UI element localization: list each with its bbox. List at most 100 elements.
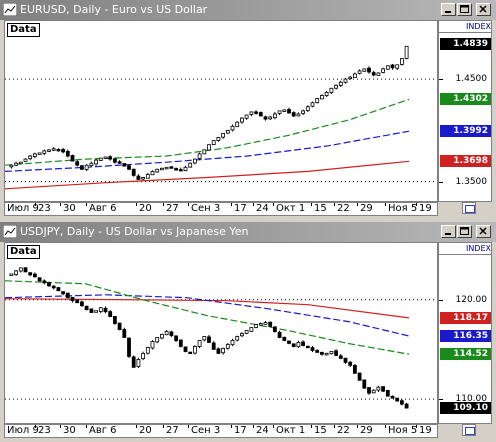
candle bbox=[258, 111, 263, 117]
candle bbox=[319, 94, 324, 100]
time-tick-label: 17 bbox=[234, 425, 247, 436]
eurusd-plot-area[interactable]: Data bbox=[4, 20, 438, 202]
candle bbox=[291, 111, 296, 118]
candle bbox=[272, 112, 277, 120]
time-tick-label: 27 bbox=[166, 203, 179, 214]
candle bbox=[239, 117, 244, 124]
candle bbox=[258, 322, 263, 326]
time-tick-label: 29 bbox=[360, 425, 373, 436]
eurusd-chart-window: EURUSD, Daily - Euro vs US Dollar Data I… bbox=[0, 0, 496, 220]
time-tick-mark bbox=[385, 203, 386, 206]
chart-properties-icon[interactable] bbox=[462, 202, 476, 214]
time-tick-label: 22 bbox=[337, 203, 350, 214]
time-tick-mark bbox=[357, 425, 358, 428]
candle bbox=[211, 140, 216, 145]
candle bbox=[94, 158, 98, 166]
candle bbox=[108, 310, 113, 318]
candle bbox=[249, 111, 254, 117]
time-tick-mark bbox=[60, 203, 61, 206]
candle bbox=[343, 357, 348, 364]
candle bbox=[159, 167, 164, 171]
candle bbox=[385, 389, 390, 397]
candle bbox=[272, 325, 277, 333]
tick-mark bbox=[439, 299, 443, 301]
candle bbox=[18, 267, 23, 273]
usdjpy-candlestick-chart bbox=[5, 267, 437, 409]
candle bbox=[23, 158, 28, 162]
candle bbox=[164, 330, 169, 336]
time-tick-mark bbox=[416, 203, 417, 206]
time-tick-mark bbox=[136, 425, 137, 428]
candle bbox=[352, 363, 357, 374]
time-tick-mark bbox=[253, 425, 254, 428]
maximize-button[interactable] bbox=[457, 3, 472, 16]
candle bbox=[61, 147, 65, 154]
chart-properties-icon[interactable] bbox=[462, 424, 476, 436]
time-tick-label: Июл 9 bbox=[7, 425, 39, 436]
candle bbox=[404, 45, 409, 60]
candle bbox=[192, 345, 197, 355]
moving-average-line bbox=[5, 98, 410, 166]
candle bbox=[249, 327, 254, 332]
candle bbox=[188, 162, 193, 168]
candle bbox=[183, 346, 188, 353]
candle bbox=[192, 158, 197, 165]
candle bbox=[75, 299, 80, 304]
price-flag: 118.17 bbox=[440, 311, 491, 324]
usdjpy-titlebar[interactable]: USDJPY, Daily - US Dollar vs Japanese Ye… bbox=[0, 222, 496, 242]
time-tick-label: 29 bbox=[360, 203, 373, 214]
candle bbox=[362, 379, 367, 389]
time-tick-label: Окт 1 bbox=[276, 425, 306, 436]
close-button[interactable] bbox=[476, 225, 491, 238]
minimize-button[interactable] bbox=[441, 225, 456, 238]
candle bbox=[367, 66, 371, 74]
candle bbox=[239, 332, 244, 338]
candle bbox=[80, 300, 84, 307]
candle bbox=[211, 341, 216, 350]
candle bbox=[141, 176, 146, 181]
data-label: Data bbox=[7, 245, 40, 259]
candle bbox=[381, 386, 386, 393]
candle bbox=[70, 154, 75, 162]
candle bbox=[221, 132, 226, 139]
time-tick-mark bbox=[357, 203, 358, 206]
candle bbox=[254, 324, 259, 329]
time-tick-label: 15 bbox=[314, 425, 327, 436]
candle bbox=[315, 349, 320, 353]
candle bbox=[357, 372, 362, 381]
price-flag: 1.3992 bbox=[440, 125, 491, 138]
candle bbox=[324, 352, 329, 356]
time-tick-label: Авг 6 bbox=[89, 425, 117, 436]
close-button[interactable] bbox=[476, 3, 491, 16]
moving-average-line bbox=[5, 298, 410, 319]
eurusd-candlestick-chart bbox=[5, 45, 437, 190]
candle bbox=[399, 58, 404, 66]
time-tick-mark bbox=[416, 425, 417, 428]
candle bbox=[75, 160, 80, 167]
eurusd-titlebar[interactable]: EURUSD, Daily - Euro vs US Dollar bbox=[0, 0, 496, 20]
candle bbox=[169, 330, 174, 338]
candle bbox=[254, 110, 259, 115]
time-tick-mark bbox=[231, 203, 232, 206]
candle bbox=[56, 287, 61, 292]
candle bbox=[371, 389, 376, 394]
candle bbox=[56, 148, 61, 152]
usdjpy-plot-area[interactable]: Data bbox=[4, 242, 438, 424]
time-tick-label: 27 bbox=[166, 425, 179, 436]
maximize-button[interactable] bbox=[457, 225, 472, 238]
candle bbox=[155, 337, 160, 344]
moving-average-line bbox=[5, 130, 410, 172]
price-tick-label: 1.4500 bbox=[455, 74, 488, 85]
candle bbox=[202, 336, 207, 342]
time-tick-label: 19 bbox=[419, 203, 432, 214]
candle bbox=[32, 152, 37, 159]
candle bbox=[362, 68, 367, 72]
candle bbox=[84, 164, 89, 172]
minimize-button[interactable] bbox=[441, 3, 456, 16]
candle bbox=[343, 77, 348, 84]
candle bbox=[216, 347, 221, 354]
candle bbox=[150, 170, 155, 176]
candle bbox=[376, 72, 381, 76]
candle bbox=[277, 110, 282, 116]
time-tick-mark bbox=[273, 203, 274, 206]
